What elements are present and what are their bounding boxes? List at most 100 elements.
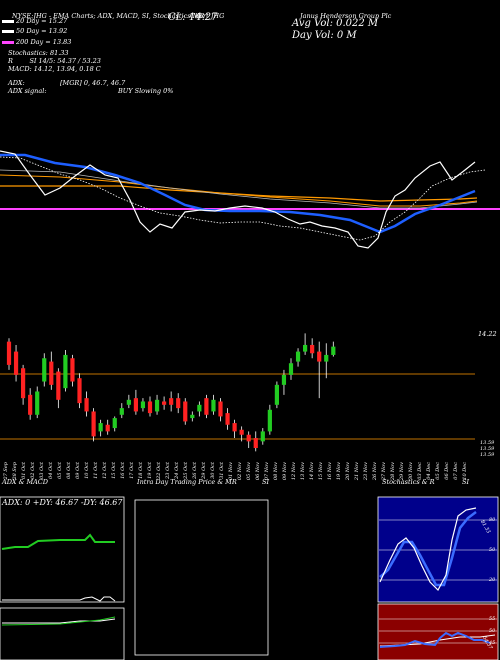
candle-body: [126, 399, 131, 405]
date-tick-label: 13 Nov: [300, 462, 306, 480]
day-vol-label: Day Vol: 0 M: [292, 30, 357, 41]
candle-body: [317, 351, 322, 362]
candle-body: [119, 408, 124, 415]
date-axis: 27 Sep 28 Sep 01 Oct 02 Oct 03 Oct 04 Oct 05 O…: [3, 461, 468, 481]
candle-body: [13, 351, 19, 375]
candle-body: [63, 354, 68, 389]
date-tick-label: 23 Oct: [165, 461, 171, 480]
chart-title-right: Janus Henderson Group Plc: [300, 12, 392, 20]
date-tick-label: 31 Oct: [219, 461, 225, 479]
candles-group: [6, 333, 336, 452]
candle-body: [6, 341, 12, 365]
date-tick-label: 14 Nov: [309, 462, 315, 480]
legend-ema50: 50 Day = 13.92: [2, 27, 67, 35]
date-tick-label: 09 Nov: [282, 462, 288, 480]
candle-body: [190, 414, 195, 419]
adx-plus-line: [1, 533, 115, 550]
date-tick-label: 28 Sep: [12, 461, 18, 480]
date-tick-label: 26 Oct: [192, 461, 198, 480]
date-tick-label: 07 Dec: [453, 462, 459, 480]
date-tick-label: 25 Oct: [183, 461, 189, 480]
date-tick-label: 10 Oct: [84, 461, 90, 479]
legend-ema20: 20 Day = 15.27: [2, 17, 67, 25]
legend-adx: ADX:: [8, 79, 25, 87]
date-tick-label: 15 Oct: [111, 461, 117, 479]
orange-ema-line: [0, 185, 478, 202]
date-tick-label: 02 Oct: [30, 461, 36, 479]
candle-body: [70, 358, 75, 382]
candle-body: [211, 399, 216, 412]
price-axis-top: 14.22: [478, 330, 497, 338]
candle-body: [232, 423, 237, 432]
date-tick-label: 07 Nov: [264, 462, 270, 480]
chart-title-left: NYSE:JHG - EMA Charts; ADX, MACD, SI, St…: [12, 12, 205, 20]
price-axis-low-3: 13.59: [480, 452, 495, 458]
date-tick-label: 19 Oct: [147, 461, 153, 479]
candle-body: [133, 398, 138, 412]
candle-body: [288, 363, 294, 375]
date-tick-label: 06 Nov: [255, 462, 261, 480]
candle-body: [84, 398, 89, 412]
si-line: [379, 631, 491, 648]
date-tick-label: 27 Nov: [381, 462, 387, 481]
close-label: CL: 14.27: [168, 12, 218, 23]
macd-line: [1, 616, 116, 626]
avg-vol-label: Avg Vol: 0.022 M: [292, 18, 379, 29]
si-tick-55: 55: [489, 616, 496, 622]
candle-body: [154, 399, 160, 412]
price-axis-low-2: 13.59: [480, 446, 495, 452]
legend-ema200: 200 Day = 13.83: [2, 38, 71, 46]
date-tick-label: 27 Sep: [3, 461, 9, 480]
candle-body: [147, 401, 153, 414]
legend-adx-signal: ADX signal:: [8, 87, 47, 95]
stoch-tick-20: 20: [489, 577, 496, 583]
legend-stoch: Stochastics: 81.33: [8, 49, 69, 57]
legend-adx-values: [MGR] 0, 46.7, 46.7: [60, 79, 126, 87]
orange-ema-line-2: [0, 174, 478, 207]
date-tick-label: 21 Nov: [354, 462, 360, 481]
intraday-panel-si: SI: [262, 478, 270, 486]
candle-body: [204, 398, 209, 415]
candle-body: [225, 413, 230, 425]
date-tick-label: 19 Nov: [336, 462, 342, 480]
candle-body: [49, 361, 54, 385]
si-tick-45: 45: [489, 640, 496, 646]
ema20-line: [0, 153, 476, 234]
candle-body: [98, 423, 103, 432]
ema20-swatch: [2, 19, 14, 23]
dotted-ma-line: [0, 156, 486, 241]
candle-body: [176, 398, 181, 409]
candle-body: [56, 371, 61, 400]
stoch-panel-title: Stochastics & R: [382, 478, 435, 486]
date-tick-label: 28 Nov: [390, 462, 396, 481]
candle-body: [28, 394, 33, 415]
date-tick-label: 05 Nov: [246, 462, 252, 480]
intraday-panel: [134, 499, 269, 656]
date-tick-label: 01 Nov: [228, 462, 234, 480]
date-tick-label: 30 Nov: [408, 462, 414, 480]
candle-body: [274, 384, 279, 405]
ema50-swatch: [2, 29, 14, 33]
candle-body: [183, 401, 188, 422]
adx-panel: [0, 496, 125, 603]
candle-body: [310, 344, 315, 354]
date-tick-label: 22 Oct: [156, 461, 162, 480]
stoch-tick-50: 50: [489, 547, 496, 553]
date-tick-label: 05 Oct: [57, 461, 63, 479]
candle-body: [260, 431, 265, 442]
legend-si: R SI 14/5: 54.37 / 53.23: [8, 57, 101, 65]
candle-body: [246, 434, 251, 442]
candle-body: [324, 354, 329, 362]
si-panel: [377, 603, 499, 660]
date-tick-label: 11 Oct: [93, 461, 99, 479]
date-tick-label: 10 Dec: [462, 462, 468, 480]
stoch-panel-si: SI: [462, 478, 470, 486]
date-tick-label: 29 Oct: [201, 461, 207, 480]
candle-body: [91, 411, 96, 437]
date-tick-label: 24 Oct: [174, 461, 180, 480]
candle-body: [267, 409, 272, 432]
candle-body: [35, 391, 40, 415]
date-tick-label: 12 Nov: [291, 462, 297, 480]
candle-body: [331, 346, 336, 355]
candle-body: [169, 398, 174, 405]
